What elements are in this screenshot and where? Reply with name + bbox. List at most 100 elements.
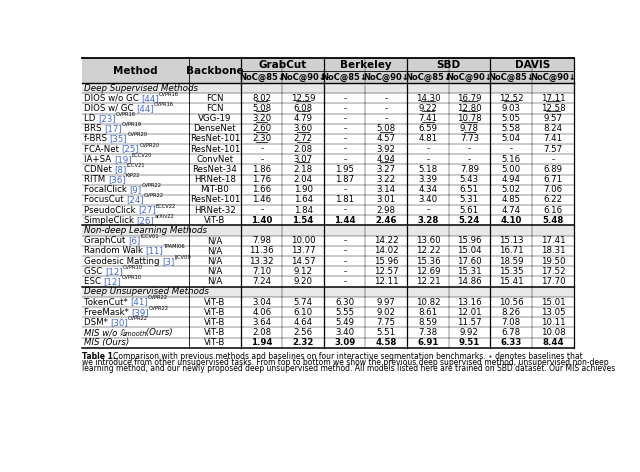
Text: 12.57: 12.57	[374, 267, 399, 276]
Text: 16.79: 16.79	[457, 94, 482, 103]
Text: Deep Unsupervised Methods: Deep Unsupervised Methods	[84, 287, 209, 296]
Text: ESC: ESC	[84, 277, 104, 286]
Text: RITM: RITM	[84, 175, 108, 184]
Text: 4.79: 4.79	[294, 114, 313, 123]
Text: SBD: SBD	[436, 60, 461, 70]
Text: 7.75: 7.75	[376, 318, 396, 327]
Text: -: -	[468, 144, 471, 153]
Text: 6.51: 6.51	[460, 185, 479, 194]
Text: 16.71: 16.71	[499, 246, 524, 255]
Text: -: -	[426, 206, 429, 215]
Text: (Ours): (Ours)	[143, 328, 173, 337]
Text: -: -	[385, 104, 388, 113]
Text: 3.60: 3.60	[294, 124, 313, 133]
Text: ResNet-101: ResNet-101	[189, 144, 240, 153]
Text: 5.31: 5.31	[460, 195, 479, 204]
Text: 6.89: 6.89	[543, 165, 563, 174]
Text: 13.32: 13.32	[250, 257, 274, 266]
Text: CVPR16: CVPR16	[154, 102, 174, 107]
Text: [44]: [44]	[136, 104, 154, 113]
Bar	[81, 225, 575, 236]
Text: 14.30: 14.30	[415, 94, 440, 103]
Bar	[81, 83, 575, 93]
Text: 4.10: 4.10	[500, 216, 522, 225]
Text: 1.44: 1.44	[334, 216, 355, 225]
Text: -: -	[343, 124, 346, 133]
Text: 12.11: 12.11	[374, 277, 399, 286]
Text: 12.69: 12.69	[416, 267, 440, 276]
Text: PseudoClick: PseudoClick	[84, 206, 138, 215]
Text: 9.22: 9.22	[419, 104, 438, 113]
Text: [12]: [12]	[105, 267, 123, 276]
Text: 7.73: 7.73	[460, 135, 479, 143]
Text: 8.59: 8.59	[419, 318, 438, 327]
Text: ICCV01: ICCV01	[140, 234, 159, 239]
Text: 3.22: 3.22	[376, 175, 396, 184]
Text: 1.95: 1.95	[335, 165, 354, 174]
Text: FCN: FCN	[206, 94, 223, 103]
Text: 19.50: 19.50	[541, 257, 565, 266]
Text: GrabCut: GrabCut	[259, 60, 307, 70]
Text: NoC@85↓: NoC@85↓	[239, 73, 285, 82]
Text: 12.22: 12.22	[415, 246, 440, 255]
Text: ICCV21: ICCV21	[127, 163, 145, 168]
Text: Random Walk: Random Walk	[84, 246, 146, 255]
Text: 5.49: 5.49	[335, 318, 354, 327]
Text: CVPR22: CVPR22	[144, 194, 164, 198]
Text: Method: Method	[113, 66, 157, 76]
Text: [35]: [35]	[109, 135, 127, 143]
Text: 6.71: 6.71	[543, 175, 563, 184]
Text: LD: LD	[84, 114, 98, 123]
Text: 4.58: 4.58	[376, 338, 397, 347]
Text: [12]: [12]	[104, 277, 122, 286]
Text: 6.10: 6.10	[294, 308, 313, 317]
Text: 2.60: 2.60	[252, 124, 271, 133]
Text: CDNet: CDNet	[84, 165, 115, 174]
Text: [26]: [26]	[136, 216, 154, 225]
Text: [17]: [17]	[104, 124, 122, 133]
Text: TokenCut*: TokenCut*	[84, 297, 131, 306]
Text: 10.11: 10.11	[541, 318, 566, 327]
Text: DAVIS: DAVIS	[515, 60, 550, 70]
Text: 5.55: 5.55	[335, 308, 354, 317]
Text: 6.91: 6.91	[417, 338, 438, 347]
Text: [11]: [11]	[146, 246, 163, 255]
Text: -: -	[552, 155, 555, 164]
Text: 1.94: 1.94	[251, 338, 273, 347]
Text: 5.16: 5.16	[501, 155, 520, 164]
Text: 2.04: 2.04	[294, 175, 313, 184]
Text: ResNet-101: ResNet-101	[189, 195, 240, 204]
Bar	[81, 215, 575, 225]
Text: [25]: [25]	[122, 144, 140, 153]
Text: 5.18: 5.18	[419, 165, 438, 174]
Text: CVPR22: CVPR22	[149, 306, 169, 311]
Text: 11.36: 11.36	[250, 246, 274, 255]
Text: 3.09: 3.09	[334, 338, 355, 347]
Bar	[81, 205, 575, 215]
Text: we introduce from other unsupervised tasks. From top to bottom we show the previ: we introduce from other unsupervised tas…	[83, 358, 609, 367]
Text: 14.22: 14.22	[374, 236, 399, 245]
Text: 15.04: 15.04	[457, 246, 482, 255]
Text: 5.74: 5.74	[294, 297, 313, 306]
Text: 10.00: 10.00	[291, 236, 316, 245]
Text: 7.06: 7.06	[543, 185, 563, 194]
Text: -: -	[343, 185, 346, 194]
Text: [44]: [44]	[141, 94, 159, 103]
Text: 4.34: 4.34	[419, 185, 438, 194]
Text: 7.98: 7.98	[252, 236, 271, 245]
Text: Geodesic Matting: Geodesic Matting	[84, 257, 162, 266]
Text: CVPR20: CVPR20	[127, 133, 147, 137]
Bar	[81, 297, 575, 307]
Text: 2.30: 2.30	[252, 135, 271, 143]
Text: NoC@90↓: NoC@90↓	[280, 73, 326, 82]
Text: [27]: [27]	[138, 206, 156, 215]
Text: 3.40: 3.40	[335, 328, 354, 337]
Text: 9.12: 9.12	[294, 267, 313, 276]
Text: DIOS w/o GC: DIOS w/o GC	[84, 94, 141, 103]
Text: 3.27: 3.27	[376, 165, 396, 174]
Text: 17.41: 17.41	[541, 236, 566, 245]
Text: DSM*: DSM*	[84, 318, 111, 327]
Bar	[81, 236, 575, 246]
Text: 3.28: 3.28	[417, 216, 438, 225]
Text: 13.77: 13.77	[291, 246, 316, 255]
